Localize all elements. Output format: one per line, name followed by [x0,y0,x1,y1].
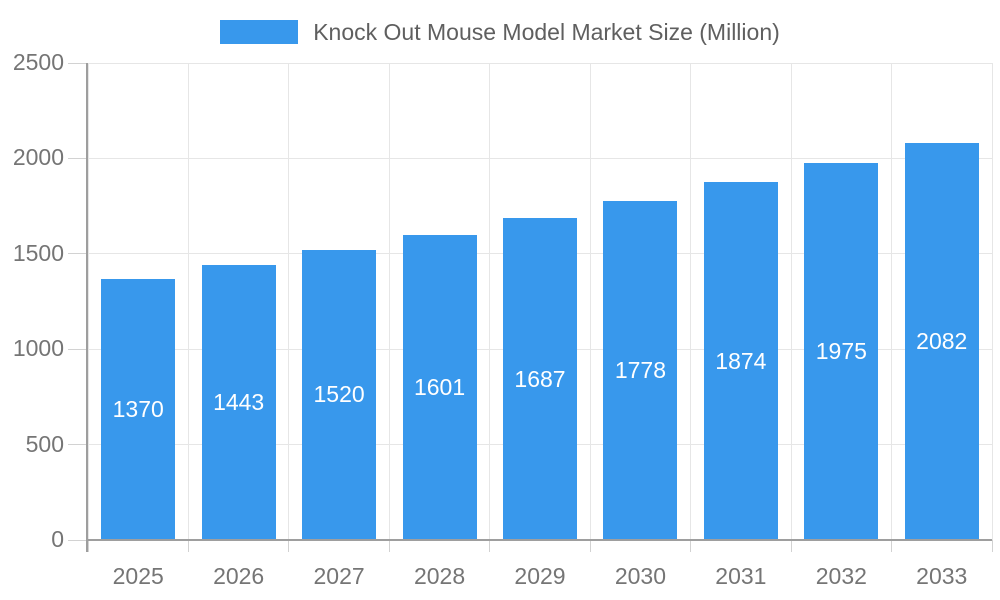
y-axis-line [86,63,88,552]
bar-value-label: 1601 [413,373,466,400]
v-gridline [991,63,993,540]
x-axis-label: 2032 [815,563,867,589]
bar-value-label: 1778 [614,356,667,383]
bar-2030[interactable]: 1778 [603,200,678,540]
legend-swatch [220,20,299,44]
bar-2026[interactable]: 1443 [201,264,276,540]
x-axis-tick [991,540,993,552]
x-axis-label: 2030 [614,563,667,589]
x-axis-label: 2033 [916,563,968,589]
h-gridline [88,157,992,159]
bar-2029[interactable]: 1687 [503,218,577,540]
bar-value-label: 1874 [715,347,767,374]
x-axis-label: 2026 [213,563,265,589]
x-axis-line [88,539,992,541]
v-gridline [790,63,792,540]
x-axis-label: 2027 [313,563,365,589]
v-gridline [288,63,290,540]
y-axis-tick [68,444,88,446]
v-gridline [87,63,89,540]
x-axis-tick [288,540,290,552]
x-axis-label: 2028 [413,563,466,589]
y-axis-tick [68,539,88,541]
x-axis-tick [489,540,491,552]
x-axis-tick [690,540,692,552]
bar-2027[interactable]: 1520 [302,249,377,540]
bar-2025[interactable]: 1370 [101,278,176,540]
bar-2028[interactable]: 1601 [402,234,477,540]
v-gridline [489,63,491,540]
v-gridline [891,63,893,540]
v-gridline [690,63,692,540]
x-axis-tick [87,540,89,552]
x-axis-tick [388,540,390,552]
x-axis-tick [187,540,189,552]
bar-value-label: 1443 [213,388,265,415]
bar-value-label: 2082 [916,327,968,354]
y-axis-label: 0 [51,525,64,552]
x-axis-tick [589,540,591,552]
bar-2032[interactable]: 1975 [804,163,879,540]
bar-value-label: 1687 [514,365,566,392]
bar-value-label: 1975 [815,338,867,365]
y-axis-label: 1500 [12,239,64,266]
legend-label: Knock Out Mouse Model Market Size (Milli… [313,19,780,45]
bar-value-label: 1520 [313,381,365,408]
chart-legend[interactable]: Knock Out Mouse Model Market Size (Milli… [0,19,1000,45]
x-axis-label: 2025 [112,563,164,589]
y-axis-tick [68,62,88,64]
y-axis-label: 1000 [12,335,64,362]
h-gridline [88,62,992,64]
v-gridline [187,63,189,540]
v-gridline [388,63,390,540]
y-axis-label: 2500 [12,48,64,75]
bar-2031[interactable]: 1874 [703,182,778,540]
y-axis-label: 500 [25,430,64,457]
x-axis-label: 2029 [514,563,566,589]
y-axis-tick [68,253,88,255]
y-axis-tick [68,348,88,350]
y-axis-label: 2000 [12,144,64,171]
v-gridline [589,63,591,540]
bar-2033[interactable]: 2082 [904,142,979,540]
bar-value-label: 1370 [112,395,164,422]
x-axis-tick [891,540,893,552]
x-axis-label: 2031 [715,563,767,589]
y-axis-tick [68,157,88,159]
x-axis-tick [790,540,792,552]
